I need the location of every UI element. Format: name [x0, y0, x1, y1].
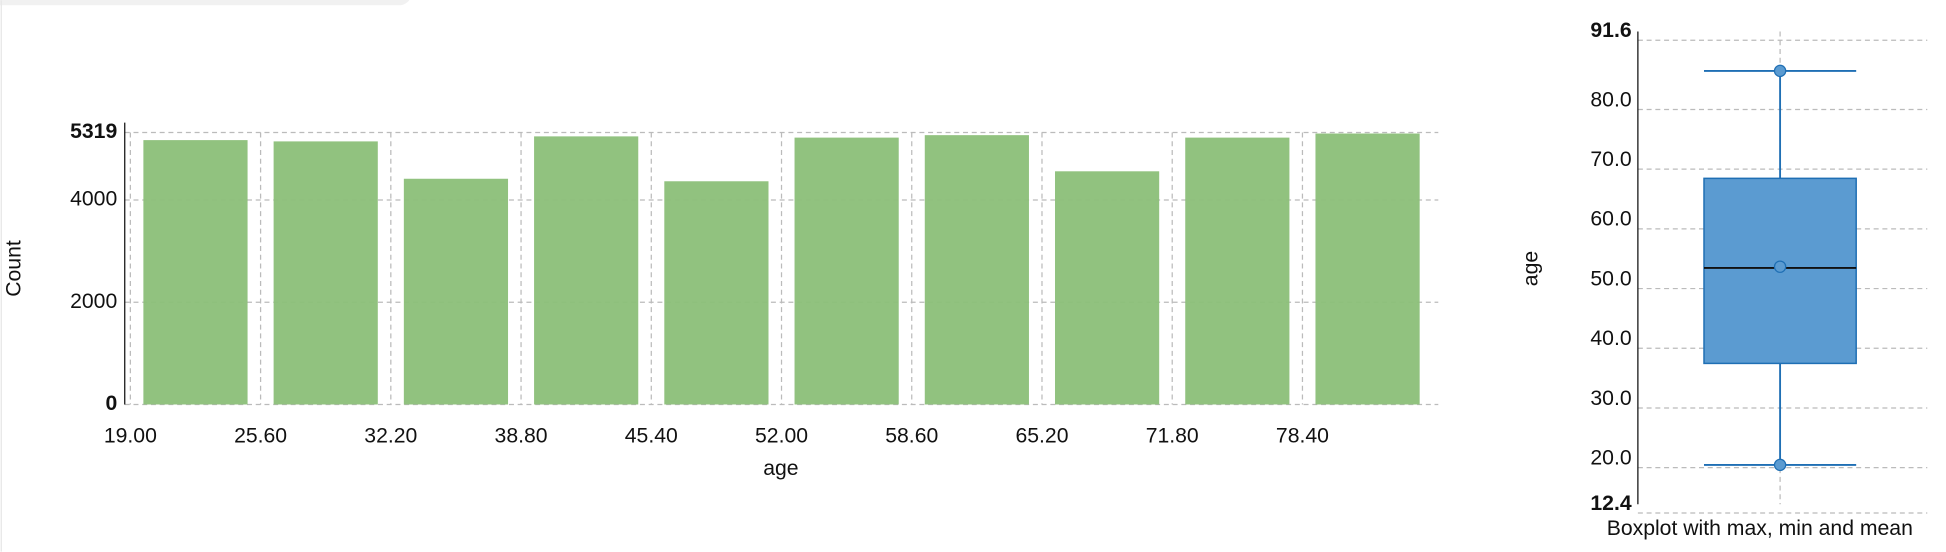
y-tick-label: 5319 [70, 120, 117, 143]
y-tick-label: 12.4 [1590, 492, 1631, 515]
bar [1185, 137, 1290, 405]
bar [1315, 133, 1420, 405]
y-tick-label: 80.0 [1590, 88, 1631, 111]
min-point [1773, 458, 1787, 472]
x-tick-label: 58.60 [885, 425, 938, 448]
y-tick-label: 0 [105, 392, 117, 415]
y-axis-label: age [1519, 251, 1542, 286]
y-tick-label: 60.0 [1590, 208, 1631, 231]
y-tick-label: 4000 [70, 188, 117, 211]
y-tick-label: 40.0 [1590, 327, 1631, 350]
max-point [1773, 64, 1787, 78]
x-tick-label: 65.20 [1015, 425, 1068, 448]
y-tick-label: 20.0 [1590, 447, 1631, 470]
x-tick-label: 52.00 [755, 425, 808, 448]
y-tick-label: 50.0 [1590, 267, 1631, 290]
bar [794, 137, 899, 405]
y-axis-label: Count [3, 240, 26, 297]
bar [143, 140, 248, 405]
bar [664, 181, 769, 405]
bar [403, 178, 509, 405]
x-tick-label: 19.00 [104, 425, 157, 448]
x-tick-label: 32.20 [364, 425, 417, 448]
tab-bar [0, 0, 410, 6]
x-axis-label: Boxplot with max, min and mean [1607, 517, 1913, 540]
x-tick-label: 45.40 [625, 425, 678, 448]
mean-point [1773, 260, 1787, 273]
y-tick-label: 70.0 [1590, 148, 1631, 171]
x-axis-label: age [763, 457, 798, 480]
bar [924, 135, 1029, 405]
x-tick-label: 71.80 [1146, 425, 1199, 448]
bar [273, 141, 378, 405]
x-tick-label: 25.60 [234, 425, 287, 448]
bar [1055, 171, 1160, 405]
bar [534, 136, 639, 405]
y-tick-label: 30.0 [1590, 387, 1631, 410]
y-tick-label: 91.6 [1590, 19, 1631, 42]
x-tick-label: 38.80 [495, 425, 548, 448]
x-tick-label: 78.40 [1276, 425, 1329, 448]
y-tick-label: 2000 [70, 290, 117, 313]
